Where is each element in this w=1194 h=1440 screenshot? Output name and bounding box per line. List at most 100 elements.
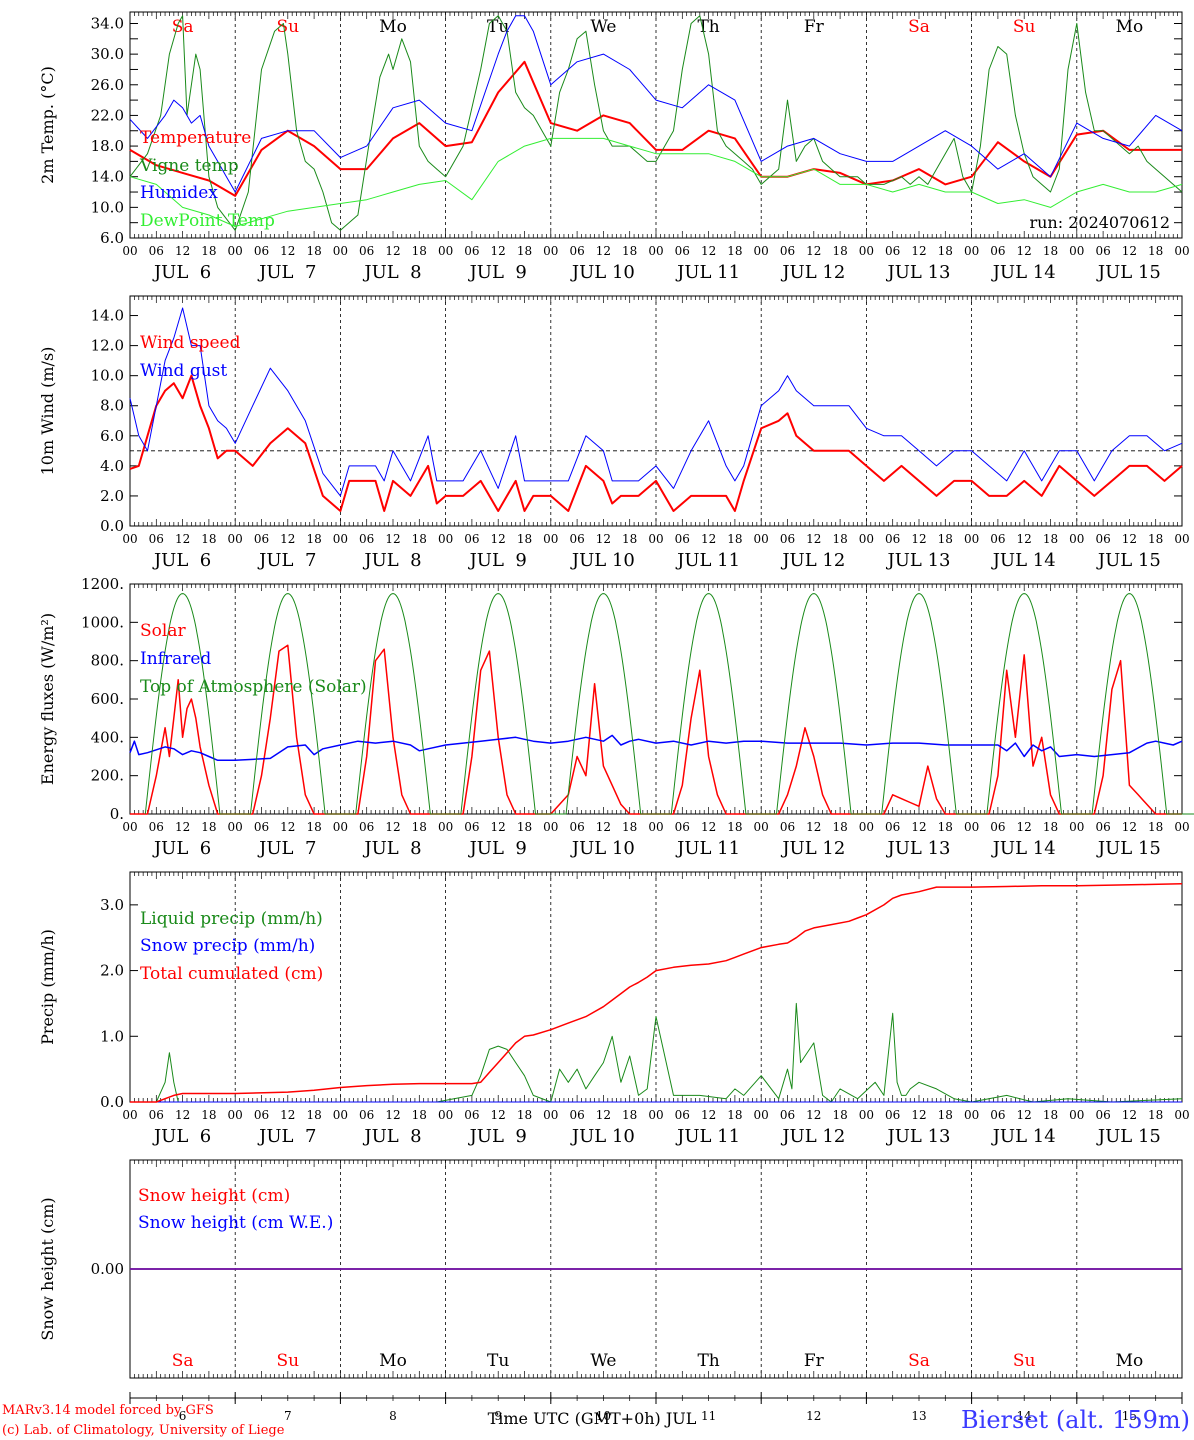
day-number: 6: [179, 1409, 187, 1423]
hour-label: 18: [306, 820, 321, 834]
legend-entry: Wind speed: [140, 333, 241, 353]
hour-label: 06: [885, 1108, 900, 1122]
day-label: JUL 11: [675, 1126, 740, 1147]
y-tick-label: 0.: [110, 805, 124, 823]
hour-label: 06: [675, 820, 690, 834]
hour-label: 18: [1148, 244, 1163, 258]
day-label: JUL 10: [570, 838, 635, 859]
hour-label: 06: [990, 532, 1005, 546]
day-abbr: Tu: [487, 17, 509, 37]
hour-label: 00: [333, 532, 348, 546]
hour-label: 12: [596, 1108, 611, 1122]
hour-label: 12: [1017, 532, 1032, 546]
hour-label: 12: [806, 820, 821, 834]
hour-label: 18: [727, 532, 742, 546]
y-tick-label: 10.0: [91, 367, 124, 385]
hour-label: 06: [569, 244, 584, 258]
day-label: JUL 14: [991, 262, 1056, 283]
panel-snow: 0.00 Snow height (cm) Sa Su Mo Tu We Th Fr Sa Su Mo…: [38, 1159, 1183, 1423]
hour-label: 06: [1095, 820, 1110, 834]
hour-label: 00: [648, 532, 663, 546]
hour-label: 12: [911, 1108, 926, 1122]
legend-entry: Solar: [140, 621, 186, 641]
hour-label: 18: [832, 1108, 847, 1122]
hour-label: 18: [832, 820, 847, 834]
day-abbr: Mo: [1116, 17, 1144, 37]
hour-label: 00: [228, 244, 243, 258]
hour-label: 18: [622, 532, 637, 546]
day-abbr: Mo: [1116, 1351, 1144, 1371]
hour-label: 06: [675, 532, 690, 546]
hour-label: 18: [201, 532, 216, 546]
day-number: 8: [389, 1409, 397, 1423]
day-abbr: We: [590, 1351, 616, 1371]
y-tick-label: 3.0: [100, 896, 124, 914]
hour-label: 12: [596, 820, 611, 834]
hour-label: 06: [254, 820, 269, 834]
hour-label: 00: [122, 1108, 137, 1122]
hour-label: 06: [990, 244, 1005, 258]
y-tick-label: 6.0: [100, 229, 124, 247]
chart-panels: 6.0 10.0 14.0 18.0 22.0 26.0 30.0 34.0 2m Temp. …: [38, 11, 1194, 1423]
hour-label: 18: [412, 1108, 427, 1122]
hour-label: 18: [1148, 1108, 1163, 1122]
hour-label: 06: [359, 244, 374, 258]
hour-label: 18: [938, 1108, 953, 1122]
hour-label: 12: [280, 820, 295, 834]
hour-label: 12: [385, 820, 400, 834]
series-line: [144, 593, 1194, 815]
hour-label: 12: [1122, 1108, 1137, 1122]
day-abbr: Mo: [379, 17, 407, 37]
hour-label: 18: [517, 532, 532, 546]
day-label: JUL 15: [1096, 550, 1161, 571]
y-tick-label: 6.0: [100, 427, 124, 445]
day-label: JUL 10: [570, 262, 635, 283]
y-tick-label: 12.0: [91, 337, 124, 355]
y-tick-label: 14.0: [91, 307, 124, 325]
day-label: JUL 13: [886, 550, 951, 571]
panel-wind: 0.0 2.0 4.0 6.0 8.0 10.0 12.0 14.0 10m Wind (m/s…: [38, 295, 1190, 571]
day-label: JUL 15: [1096, 838, 1161, 859]
hour-label: 00: [1174, 820, 1189, 834]
hour-label: 12: [280, 1108, 295, 1122]
legend-entry: Snow height (cm): [138, 1186, 290, 1206]
day-number: 11: [701, 1409, 716, 1423]
day-label: JUL 15: [1096, 1126, 1161, 1147]
hour-label: 18: [727, 244, 742, 258]
day-abbr: Th: [697, 1351, 719, 1371]
hour-label: 00: [754, 820, 769, 834]
series-line: [129, 307, 1183, 497]
hour-label: 00: [859, 1108, 874, 1122]
day-label: JUL 10: [570, 1126, 635, 1147]
legend-entry: Infrared: [140, 649, 211, 669]
day-label: JUL 12: [780, 550, 845, 571]
hour-label: 06: [254, 244, 269, 258]
hour-label: 18: [938, 532, 953, 546]
hour-label: 12: [701, 820, 716, 834]
y-tick-label: 0.00: [91, 1260, 124, 1278]
hour-label: 18: [727, 1108, 742, 1122]
hour-label: 12: [701, 244, 716, 258]
hour-label: 00: [964, 820, 979, 834]
day-abbr: Fr: [804, 17, 825, 37]
hour-label: 06: [149, 532, 164, 546]
footer-model-line: MARv3.14 model forced by GFS: [2, 1403, 214, 1418]
hour-label: 12: [1017, 820, 1032, 834]
day-label: JUL 13: [886, 838, 951, 859]
hour-label: 12: [911, 820, 926, 834]
hour-label: 06: [780, 244, 795, 258]
day-label: JUL 7: [257, 838, 316, 859]
day-label: JUL 7: [257, 262, 316, 283]
hour-label: 12: [596, 532, 611, 546]
hour-label: 12: [491, 820, 506, 834]
hour-label: 00: [1174, 532, 1189, 546]
hour-label: 12: [175, 1108, 190, 1122]
day-abbr: Sa: [908, 1351, 930, 1371]
day-abbr: We: [590, 17, 616, 37]
day-label: JUL 9: [468, 838, 527, 859]
hour-label: 06: [675, 1108, 690, 1122]
hour-label: 06: [359, 820, 374, 834]
day-label: JUL 6: [152, 838, 211, 859]
series-line: [129, 137, 1183, 227]
